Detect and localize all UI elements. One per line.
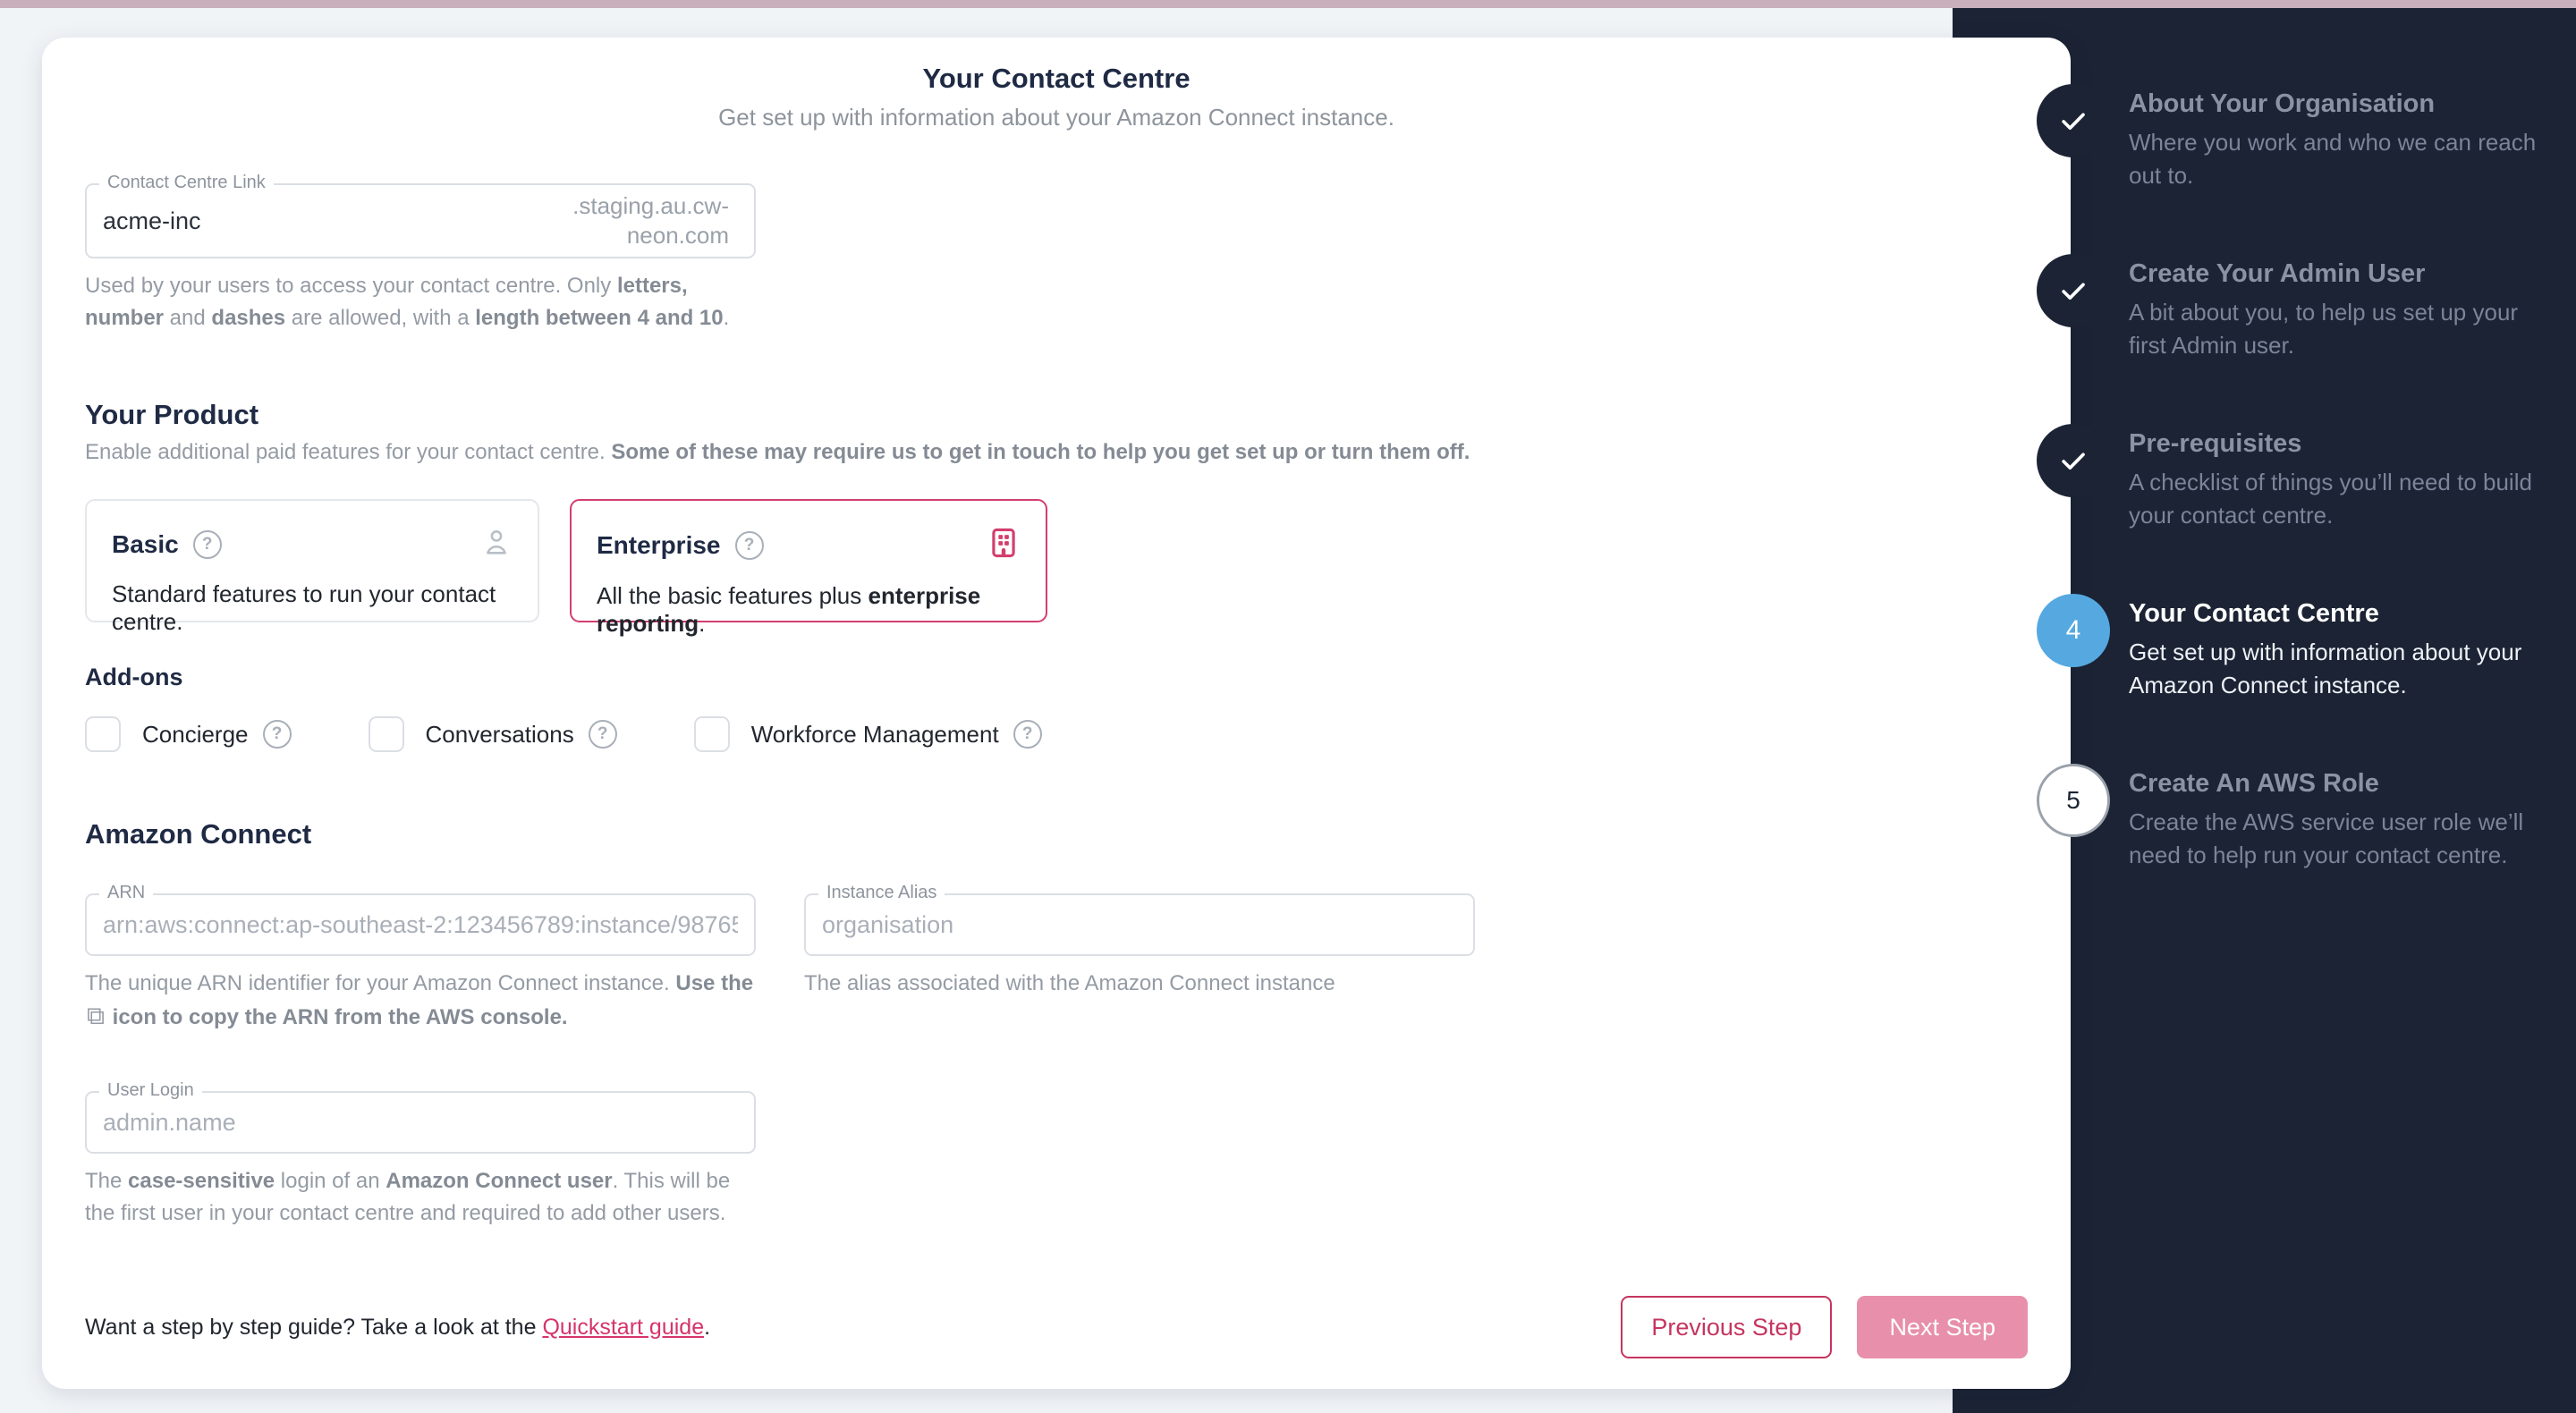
user-login-help: The case-sensitive login of an Amazon Co…: [85, 1169, 731, 1225]
step-create-your-admin-user[interactable]: Create Your Admin User A bit about you, …: [1953, 254, 2576, 362]
instance-alias-label: Instance Alias: [818, 883, 945, 903]
arn-field: ARN: [85, 883, 756, 956]
next-step-button[interactable]: Next Step: [1857, 1296, 2028, 1358]
step-desc: Where you work and who we can reach out …: [2129, 129, 2537, 189]
help-icon[interactable]: ?: [1013, 720, 1042, 749]
plan-enterprise-title: Enterprise: [597, 530, 721, 559]
quickstart-hint-period: .: [704, 1314, 711, 1340]
page-title: Your Contact Centre: [922, 63, 1191, 94]
step-desc: A checklist of things you’ll need to bui…: [2129, 469, 2532, 529]
wizard-steps-list: About Your Organisation Where you work a…: [1953, 8, 2576, 1413]
quickstart-hint: Want a step by step guide? Take a look a…: [85, 1315, 710, 1341]
instance-alias-help: The alias associated with the Amazon Con…: [804, 971, 1335, 995]
step-title: Your Contact Centre: [2129, 599, 2379, 628]
domain-suffix: .staging.au.cw-neon.com: [572, 192, 729, 249]
help-icon[interactable]: ?: [192, 529, 222, 559]
step-title: Create Your Admin User: [2129, 259, 2426, 288]
step-your-contact-centre[interactable]: 4 Your Contact Centre Get set up with in…: [1953, 594, 2576, 702]
addon-concierge: Concierge ?: [85, 716, 292, 752]
contact-centre-link-input[interactable]: [103, 207, 563, 235]
help-icon[interactable]: ?: [588, 720, 617, 749]
amazon-connect-heading: Amazon Connect: [85, 818, 312, 850]
step-about-your-organisation[interactable]: About Your Organisation Where you work a…: [1953, 84, 2576, 192]
contact-centre-link-field: Contact Centre Link .staging.au.cw-neon.…: [85, 173, 756, 258]
user-login-label: User Login: [99, 1080, 202, 1101]
arn-input[interactable]: [103, 910, 738, 939]
addons-heading: Add-ons: [85, 664, 183, 690]
plan-card-basic[interactable]: Basic ? Standard features to run your co…: [85, 499, 539, 635]
previous-step-button[interactable]: Previous Step: [1621, 1296, 1833, 1358]
step-desc: A bit about you, to help us set up your …: [2129, 299, 2519, 359]
addon-label: Concierge: [142, 720, 249, 748]
page-subtitle: Get set up with information about your A…: [718, 104, 1394, 131]
plan-basic-title: Basic: [112, 529, 179, 558]
contact-centre-link-label: Contact Centre Link: [99, 173, 274, 193]
copy-icon: ⧉: [87, 1002, 105, 1029]
help-icon[interactable]: ?: [262, 720, 292, 749]
contact-centre-link-help: Used by your users to access your contac…: [85, 274, 730, 330]
arn-help: The unique ARN identifier for your Amazo…: [85, 971, 754, 1029]
step-done-check-icon: [2037, 254, 2110, 327]
user-login-input[interactable]: [103, 1108, 738, 1137]
step-number-badge: 4: [2037, 594, 2110, 667]
user-login-field: User Login: [85, 1080, 756, 1154]
step-title: About Your Organisation: [2129, 89, 2436, 118]
person-icon: [480, 526, 513, 563]
step-desc: Get set up with information about your A…: [2129, 639, 2522, 698]
help-icon[interactable]: ?: [734, 530, 764, 560]
building-icon: [987, 526, 1021, 564]
instance-alias-field: Instance Alias: [804, 883, 1475, 956]
step-title: Pre-requisites: [2129, 429, 2302, 458]
wizard-content-card: Your Contact Centre Get set up with info…: [42, 38, 2071, 1389]
step-done-check-icon: [2037, 84, 2110, 157]
your-product-heading: Your Product: [85, 399, 259, 430]
plan-card-enterprise[interactable]: Enterprise ? All the basic features plus…: [570, 499, 1047, 637]
conversations-checkbox[interactable]: [368, 716, 404, 752]
arn-label: ARN: [99, 883, 154, 903]
addon-workforce-management: Workforce Management ?: [693, 716, 1042, 752]
step-done-check-icon: [2037, 424, 2110, 497]
plan-basic-desc: Standard features to run your contact ce…: [112, 580, 496, 635]
quickstart-hint-text: Want a step by step guide? Take a look a…: [85, 1314, 543, 1340]
instance-alias-input[interactable]: [822, 910, 1457, 939]
your-product-subheading: Enable additional paid features for your…: [85, 440, 1470, 464]
concierge-checkbox[interactable]: [85, 716, 121, 752]
step-pre-requisites[interactable]: Pre-requisites A checklist of things you…: [1953, 424, 2576, 532]
top-accent-bar: [0, 0, 2576, 8]
step-create-an-aws-role[interactable]: 5 Create An AWS Role Create the AWS serv…: [1953, 764, 2576, 872]
addon-label: Workforce Management: [750, 720, 999, 748]
plan-enterprise-desc: All the basic features plus enterprise r…: [597, 582, 981, 637]
step-title: Create An AWS Role: [2129, 769, 2379, 798]
step-desc: Create the AWS service user role we’ll n…: [2129, 808, 2524, 868]
addon-label: Conversations: [425, 720, 574, 748]
workforce-management-checkbox[interactable]: [693, 716, 730, 752]
quickstart-guide-link[interactable]: Quickstart guide: [542, 1314, 705, 1340]
addon-conversations: Conversations ?: [368, 716, 617, 752]
step-number-badge: 5: [2037, 764, 2110, 837]
